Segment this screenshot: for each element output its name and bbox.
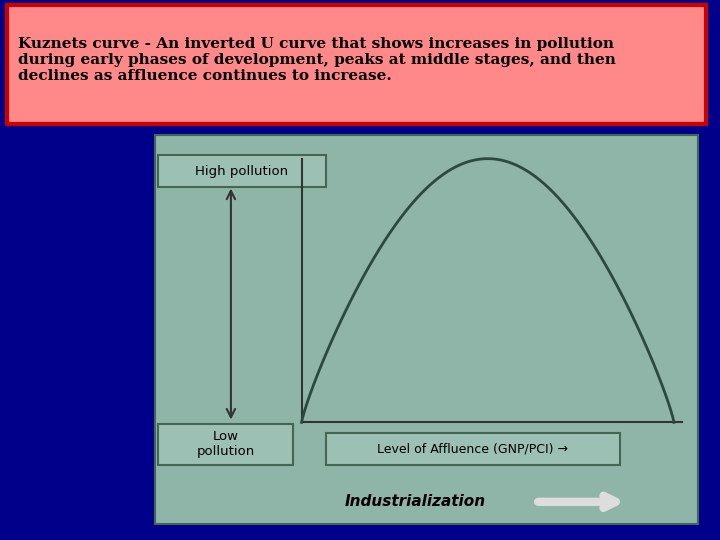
- FancyBboxPatch shape: [158, 156, 326, 187]
- Text: Industrialization: Industrialization: [345, 494, 486, 509]
- Text: Low
pollution: Low pollution: [197, 430, 255, 458]
- Text: Level of Affluence (GNP/PCI) →: Level of Affluence (GNP/PCI) →: [377, 442, 568, 455]
- FancyBboxPatch shape: [158, 424, 294, 464]
- Text: High pollution: High pollution: [195, 165, 288, 178]
- Text: Kuznets curve - An inverted U curve that shows increases in pollution
during ear: Kuznets curve - An inverted U curve that…: [18, 37, 616, 83]
- FancyBboxPatch shape: [7, 5, 706, 124]
- FancyBboxPatch shape: [326, 433, 620, 464]
